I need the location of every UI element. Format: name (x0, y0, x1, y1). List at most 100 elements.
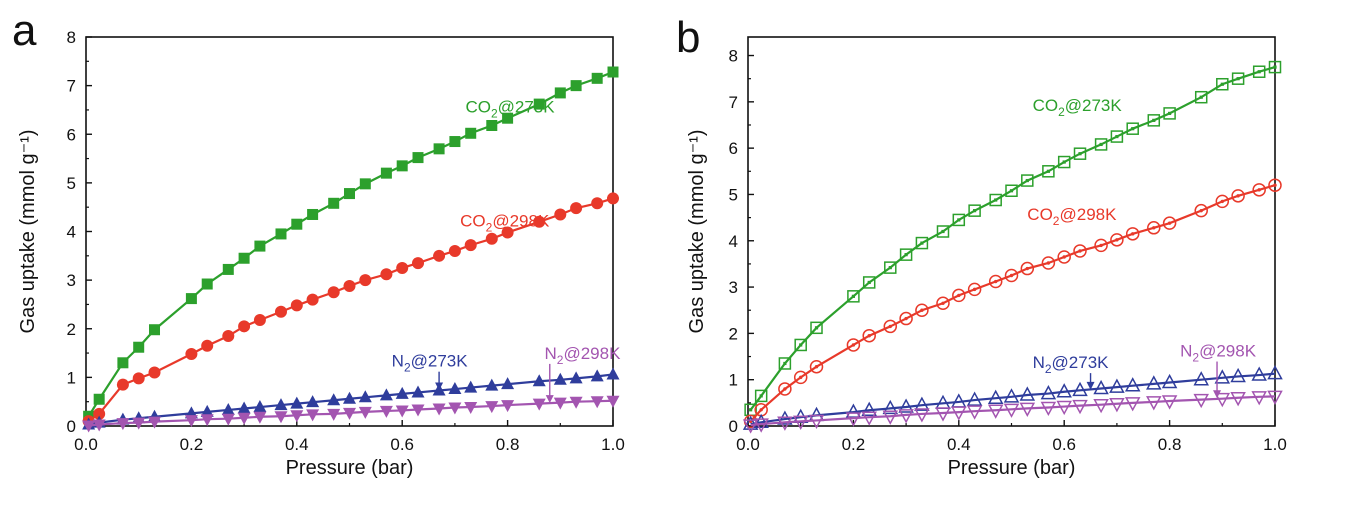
data-point-center (1152, 226, 1156, 230)
data-point (464, 380, 478, 393)
data-point (1231, 189, 1245, 203)
data-point-center (941, 229, 945, 234)
data-point-center (1168, 111, 1172, 116)
data-point (1193, 393, 1209, 409)
data-point (306, 409, 320, 422)
data-point (116, 418, 130, 431)
y-tick-label: 4 (729, 232, 738, 251)
data-point-center (749, 408, 753, 412)
data-point-center (783, 361, 787, 366)
data-point (485, 378, 499, 391)
data-point (753, 418, 769, 433)
data-point (1214, 392, 1231, 408)
data-point (899, 248, 913, 261)
data-point-center (1131, 232, 1135, 236)
data-point (1110, 233, 1124, 247)
data-point (343, 391, 356, 404)
data-point (898, 409, 914, 424)
series-label-2: N2@273K (1033, 353, 1110, 390)
y-tick-label: 6 (67, 125, 76, 144)
data-point (987, 404, 1004, 419)
data-point-center (799, 375, 803, 380)
label-base: CO (1027, 205, 1053, 224)
data-point-center (888, 266, 892, 270)
series-label-text: N2@273K (1033, 353, 1110, 376)
data-point (1042, 165, 1055, 178)
data-point (778, 382, 792, 396)
data-point (149, 324, 161, 336)
data-point (200, 404, 214, 417)
data-point (290, 410, 304, 423)
data-point (591, 72, 603, 84)
data-point (1194, 203, 1208, 218)
data-point (1040, 401, 1057, 417)
data-point (501, 226, 514, 239)
data-point (201, 339, 214, 352)
data-point (411, 385, 425, 398)
data-point (742, 415, 759, 430)
series-2 (742, 365, 1283, 430)
data-point (846, 338, 861, 352)
data-point (328, 197, 340, 209)
data-point (778, 357, 792, 370)
series-0 (744, 60, 1282, 417)
data-point (221, 402, 235, 415)
data-point (238, 252, 250, 264)
data-point (502, 112, 514, 124)
data-point (914, 396, 930, 411)
y-tick-label: 2 (67, 320, 76, 339)
label-subscript: 2 (404, 361, 411, 375)
data-point-center (957, 218, 961, 222)
data-point (1124, 397, 1141, 412)
data-point (274, 411, 288, 424)
data-point-center (1046, 261, 1051, 265)
arrow-head (545, 395, 554, 404)
data-point (753, 413, 769, 429)
series-label-text: N2@273K (392, 352, 469, 375)
data-point (553, 397, 567, 410)
data-point-center (1152, 118, 1156, 122)
data-point (915, 303, 929, 317)
data-point-center (867, 333, 871, 338)
data-point (569, 396, 583, 409)
data-point (148, 366, 161, 379)
data-point (380, 167, 392, 179)
data-point (93, 407, 106, 420)
data-point (533, 215, 546, 228)
data-point (792, 415, 809, 430)
chart-panel-b: b 0.0 0.2 0.4 0.6 0.8 1.0 0 1 2 3 4 5 6 7 8 Pressure (ba… (676, 13, 1287, 479)
label-rest: @273K (411, 352, 469, 371)
data-point (412, 152, 424, 164)
series-label-text: CO2@298K (1027, 205, 1117, 228)
y-tick-label: 5 (67, 174, 76, 193)
data-point (914, 408, 930, 423)
data-point (359, 274, 372, 287)
data-point (185, 293, 197, 305)
data-point (1019, 386, 1036, 401)
data-point-center (759, 394, 763, 398)
data-point (1193, 371, 1209, 386)
data-point (1125, 227, 1140, 241)
data-point (1215, 194, 1230, 209)
data-point (359, 178, 371, 190)
data-point (1147, 114, 1161, 127)
data-point (966, 405, 983, 420)
data-point (1268, 60, 1282, 74)
y-tick-label: 5 (729, 185, 738, 204)
data-point (1073, 244, 1087, 258)
chart-panel-a: a 0.0 0.2 0.4 0.6 0.8 1.0 0 1 2 3 4 5 6 7 8 Pressure (ba… (12, 6, 625, 479)
data-point-center (1236, 77, 1240, 81)
data-point (343, 279, 356, 292)
x-tick-label: 0.8 (1158, 435, 1182, 454)
data-point-center (904, 316, 908, 321)
data-point (754, 389, 768, 403)
y-tick-label: 0 (729, 417, 738, 436)
data-point (845, 412, 862, 427)
x-tick-label: 0.4 (285, 435, 309, 454)
data-point (968, 204, 981, 217)
data-point (1020, 261, 1035, 276)
data-point (1021, 174, 1034, 187)
series-label-text: CO2@273K (1033, 96, 1123, 119)
data-point (379, 405, 393, 418)
